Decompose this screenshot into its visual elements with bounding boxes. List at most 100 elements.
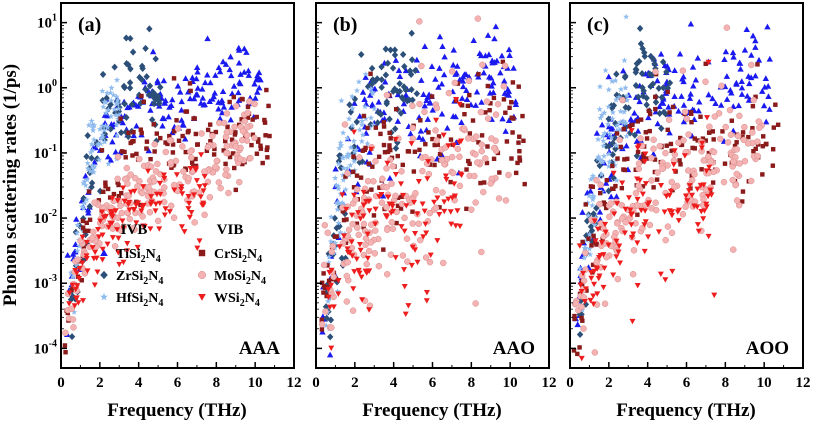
data-point-WSi2N4 (186, 214, 193, 221)
data-point-CrSi2N4 (517, 155, 522, 160)
data-point-MoSi2N4 (679, 211, 687, 218)
data-point-MoSi2N4 (125, 192, 133, 199)
data-point-TiSi2N4 (440, 71, 448, 78)
data-point-CrSi2N4 (466, 158, 471, 164)
data-point-CrSi2N4 (233, 187, 239, 193)
data-point-CrSi2N4 (255, 139, 261, 144)
data-point-ZrSi2N4 (611, 134, 618, 142)
data-point-ZrSi2N4 (400, 83, 408, 91)
data-point-WSi2N4 (441, 208, 448, 215)
data-point-CrSi2N4 (464, 206, 469, 212)
legend-marker-ZrSi2N4 (100, 270, 108, 280)
data-point-HfSi2N4 (601, 129, 608, 136)
data-point-WSi2N4 (445, 143, 452, 149)
data-point-ZrSi2N4 (659, 58, 667, 66)
data-point-TiSi2N4 (654, 120, 661, 127)
data-point-CrSi2N4 (354, 173, 360, 178)
data-point-CrSi2N4 (116, 193, 122, 199)
data-point-TiSi2N4 (730, 53, 737, 60)
data-point-CrSi2N4 (377, 185, 382, 190)
data-point-CrSi2N4 (437, 205, 442, 210)
data-point-CrSi2N4 (621, 167, 626, 172)
data-point-TiSi2N4 (241, 45, 248, 52)
data-point-CrSi2N4 (360, 148, 366, 153)
data-point-CrSi2N4 (264, 87, 269, 93)
data-point-TiSi2N4 (636, 98, 643, 105)
data-point-TiSi2N4 (85, 209, 92, 216)
data-point-CrSi2N4 (187, 81, 193, 86)
data-point-HfSi2N4 (616, 126, 623, 133)
data-point-WSi2N4 (156, 200, 163, 207)
data-point-TiSi2N4 (666, 129, 673, 136)
data-point-WSi2N4 (639, 191, 646, 197)
data-point-MoSi2N4 (438, 156, 446, 164)
data-point-TiSi2N4 (165, 113, 172, 120)
data-point-TiSi2N4 (723, 73, 731, 79)
data-point-ZrSi2N4 (406, 67, 414, 75)
data-point-MoSi2N4 (478, 147, 486, 155)
data-point-TiSi2N4 (119, 119, 126, 126)
data-point-ZrSi2N4 (639, 84, 646, 92)
data-point-WSi2N4 (392, 136, 399, 143)
data-point-TiSi2N4 (459, 73, 467, 80)
data-point-HfSi2N4 (107, 89, 114, 96)
data-point-TiSi2N4 (752, 37, 759, 44)
data-point-MoSi2N4 (633, 201, 641, 209)
data-point-CrSi2N4 (755, 62, 760, 67)
data-point-MoSi2N4 (711, 113, 719, 120)
data-point-HfSi2N4 (599, 158, 606, 165)
data-point-WSi2N4 (682, 193, 689, 199)
data-point-MoSi2N4 (740, 136, 748, 144)
data-point-ZrSi2N4 (389, 64, 397, 72)
data-point-WSi2N4 (145, 168, 152, 175)
data-point-HfSi2N4 (586, 245, 593, 252)
data-point-WSi2N4 (634, 176, 641, 182)
data-point-WSi2N4 (655, 229, 662, 235)
data-point-WSi2N4 (699, 140, 706, 147)
data-point-WSi2N4 (415, 179, 422, 185)
data-point-ZrSi2N4 (605, 187, 612, 195)
data-point-CrSi2N4 (625, 156, 630, 162)
data-point-HfSi2N4 (606, 158, 613, 165)
data-point-TiSi2N4 (633, 138, 641, 144)
data-point-CrSi2N4 (204, 148, 210, 153)
data-point-ZrSi2N4 (76, 222, 83, 230)
data-point-CrSi2N4 (583, 202, 588, 207)
data-point-TiSi2N4 (178, 98, 185, 105)
data-point-HfSi2N4 (617, 86, 625, 92)
data-point-TiSi2N4 (478, 98, 485, 105)
data-point-TiSi2N4 (492, 23, 500, 30)
data-point-CrSi2N4 (644, 136, 650, 141)
data-point-ZrSi2N4 (375, 108, 382, 116)
data-point-CrSi2N4 (96, 198, 102, 203)
data-point-MoSi2N4 (352, 196, 359, 203)
data-point-HfSi2N4 (76, 242, 83, 249)
data-point-ZrSi2N4 (639, 45, 646, 53)
data-point-CrSi2N4 (653, 94, 658, 100)
y-tick-label: 10-1 (34, 143, 57, 162)
data-point-TiSi2N4 (741, 46, 749, 53)
points-layer-b (318, 15, 527, 358)
data-point-HfSi2N4 (335, 160, 342, 167)
data-point-TiSi2N4 (189, 74, 196, 81)
data-point-WSi2N4 (456, 101, 463, 108)
data-point-MoSi2N4 (681, 108, 689, 116)
data-point-WSi2N4 (590, 301, 597, 307)
data-point-CrSi2N4 (223, 138, 228, 144)
data-point-CrSi2N4 (385, 149, 391, 155)
data-point-TiSi2N4 (426, 99, 433, 106)
data-point-MoSi2N4 (741, 123, 748, 131)
data-point-ZrSi2N4 (86, 202, 93, 210)
data-point-HfSi2N4 (115, 111, 123, 118)
data-point-ZrSi2N4 (635, 93, 642, 101)
data-point-WSi2N4 (431, 199, 438, 206)
data-point-CrSi2N4 (476, 140, 481, 145)
data-point-ZrSi2N4 (142, 44, 149, 52)
data-point-CrSi2N4 (256, 137, 261, 142)
data-point-HfSi2N4 (349, 105, 356, 112)
data-point-TiSi2N4 (762, 75, 770, 82)
data-point-WSi2N4 (107, 220, 114, 227)
data-point-WSi2N4 (389, 203, 396, 210)
data-point-CrSi2N4 (703, 61, 708, 67)
data-point-MoSi2N4 (416, 236, 424, 244)
